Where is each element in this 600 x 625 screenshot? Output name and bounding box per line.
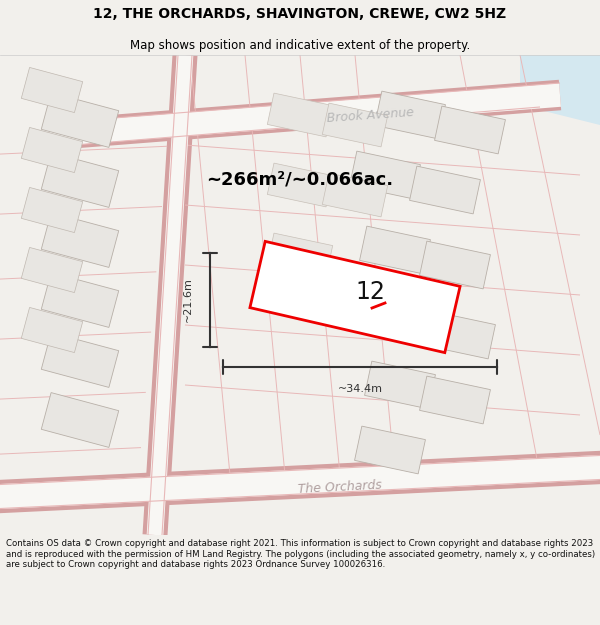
Polygon shape: [410, 166, 481, 214]
Polygon shape: [268, 163, 332, 207]
Polygon shape: [21, 188, 83, 232]
Polygon shape: [419, 376, 490, 424]
Polygon shape: [425, 311, 496, 359]
Polygon shape: [21, 68, 83, 112]
Polygon shape: [434, 106, 505, 154]
Polygon shape: [21, 127, 83, 172]
Polygon shape: [250, 241, 460, 352]
Text: Contains OS data © Crown copyright and database right 2021. This information is : Contains OS data © Crown copyright and d…: [6, 539, 595, 569]
Polygon shape: [350, 151, 421, 199]
Polygon shape: [41, 332, 119, 388]
Polygon shape: [374, 91, 445, 139]
Polygon shape: [355, 426, 425, 474]
Polygon shape: [41, 152, 119, 208]
Text: The Orchards: The Orchards: [298, 478, 382, 496]
Polygon shape: [322, 103, 388, 147]
Polygon shape: [268, 233, 332, 277]
Polygon shape: [268, 93, 332, 137]
Polygon shape: [41, 392, 119, 448]
Polygon shape: [374, 291, 445, 339]
Text: Brook Avenue: Brook Avenue: [326, 106, 414, 124]
Text: Map shows position and indicative extent of the property.: Map shows position and indicative extent…: [130, 39, 470, 52]
Polygon shape: [520, 55, 600, 125]
Text: ~21.6m: ~21.6m: [183, 278, 193, 322]
Polygon shape: [359, 226, 430, 274]
Polygon shape: [365, 361, 436, 409]
Polygon shape: [41, 213, 119, 268]
Text: ~34.4m: ~34.4m: [337, 384, 383, 394]
Polygon shape: [21, 308, 83, 352]
Polygon shape: [41, 272, 119, 328]
Text: 12: 12: [355, 280, 385, 304]
Text: ~266m²/~0.066ac.: ~266m²/~0.066ac.: [206, 171, 394, 189]
Text: 12, THE ORCHARDS, SHAVINGTON, CREWE, CW2 5HZ: 12, THE ORCHARDS, SHAVINGTON, CREWE, CW2…: [94, 7, 506, 21]
Polygon shape: [419, 241, 490, 289]
Polygon shape: [21, 248, 83, 292]
Polygon shape: [322, 173, 388, 217]
Polygon shape: [41, 92, 119, 148]
